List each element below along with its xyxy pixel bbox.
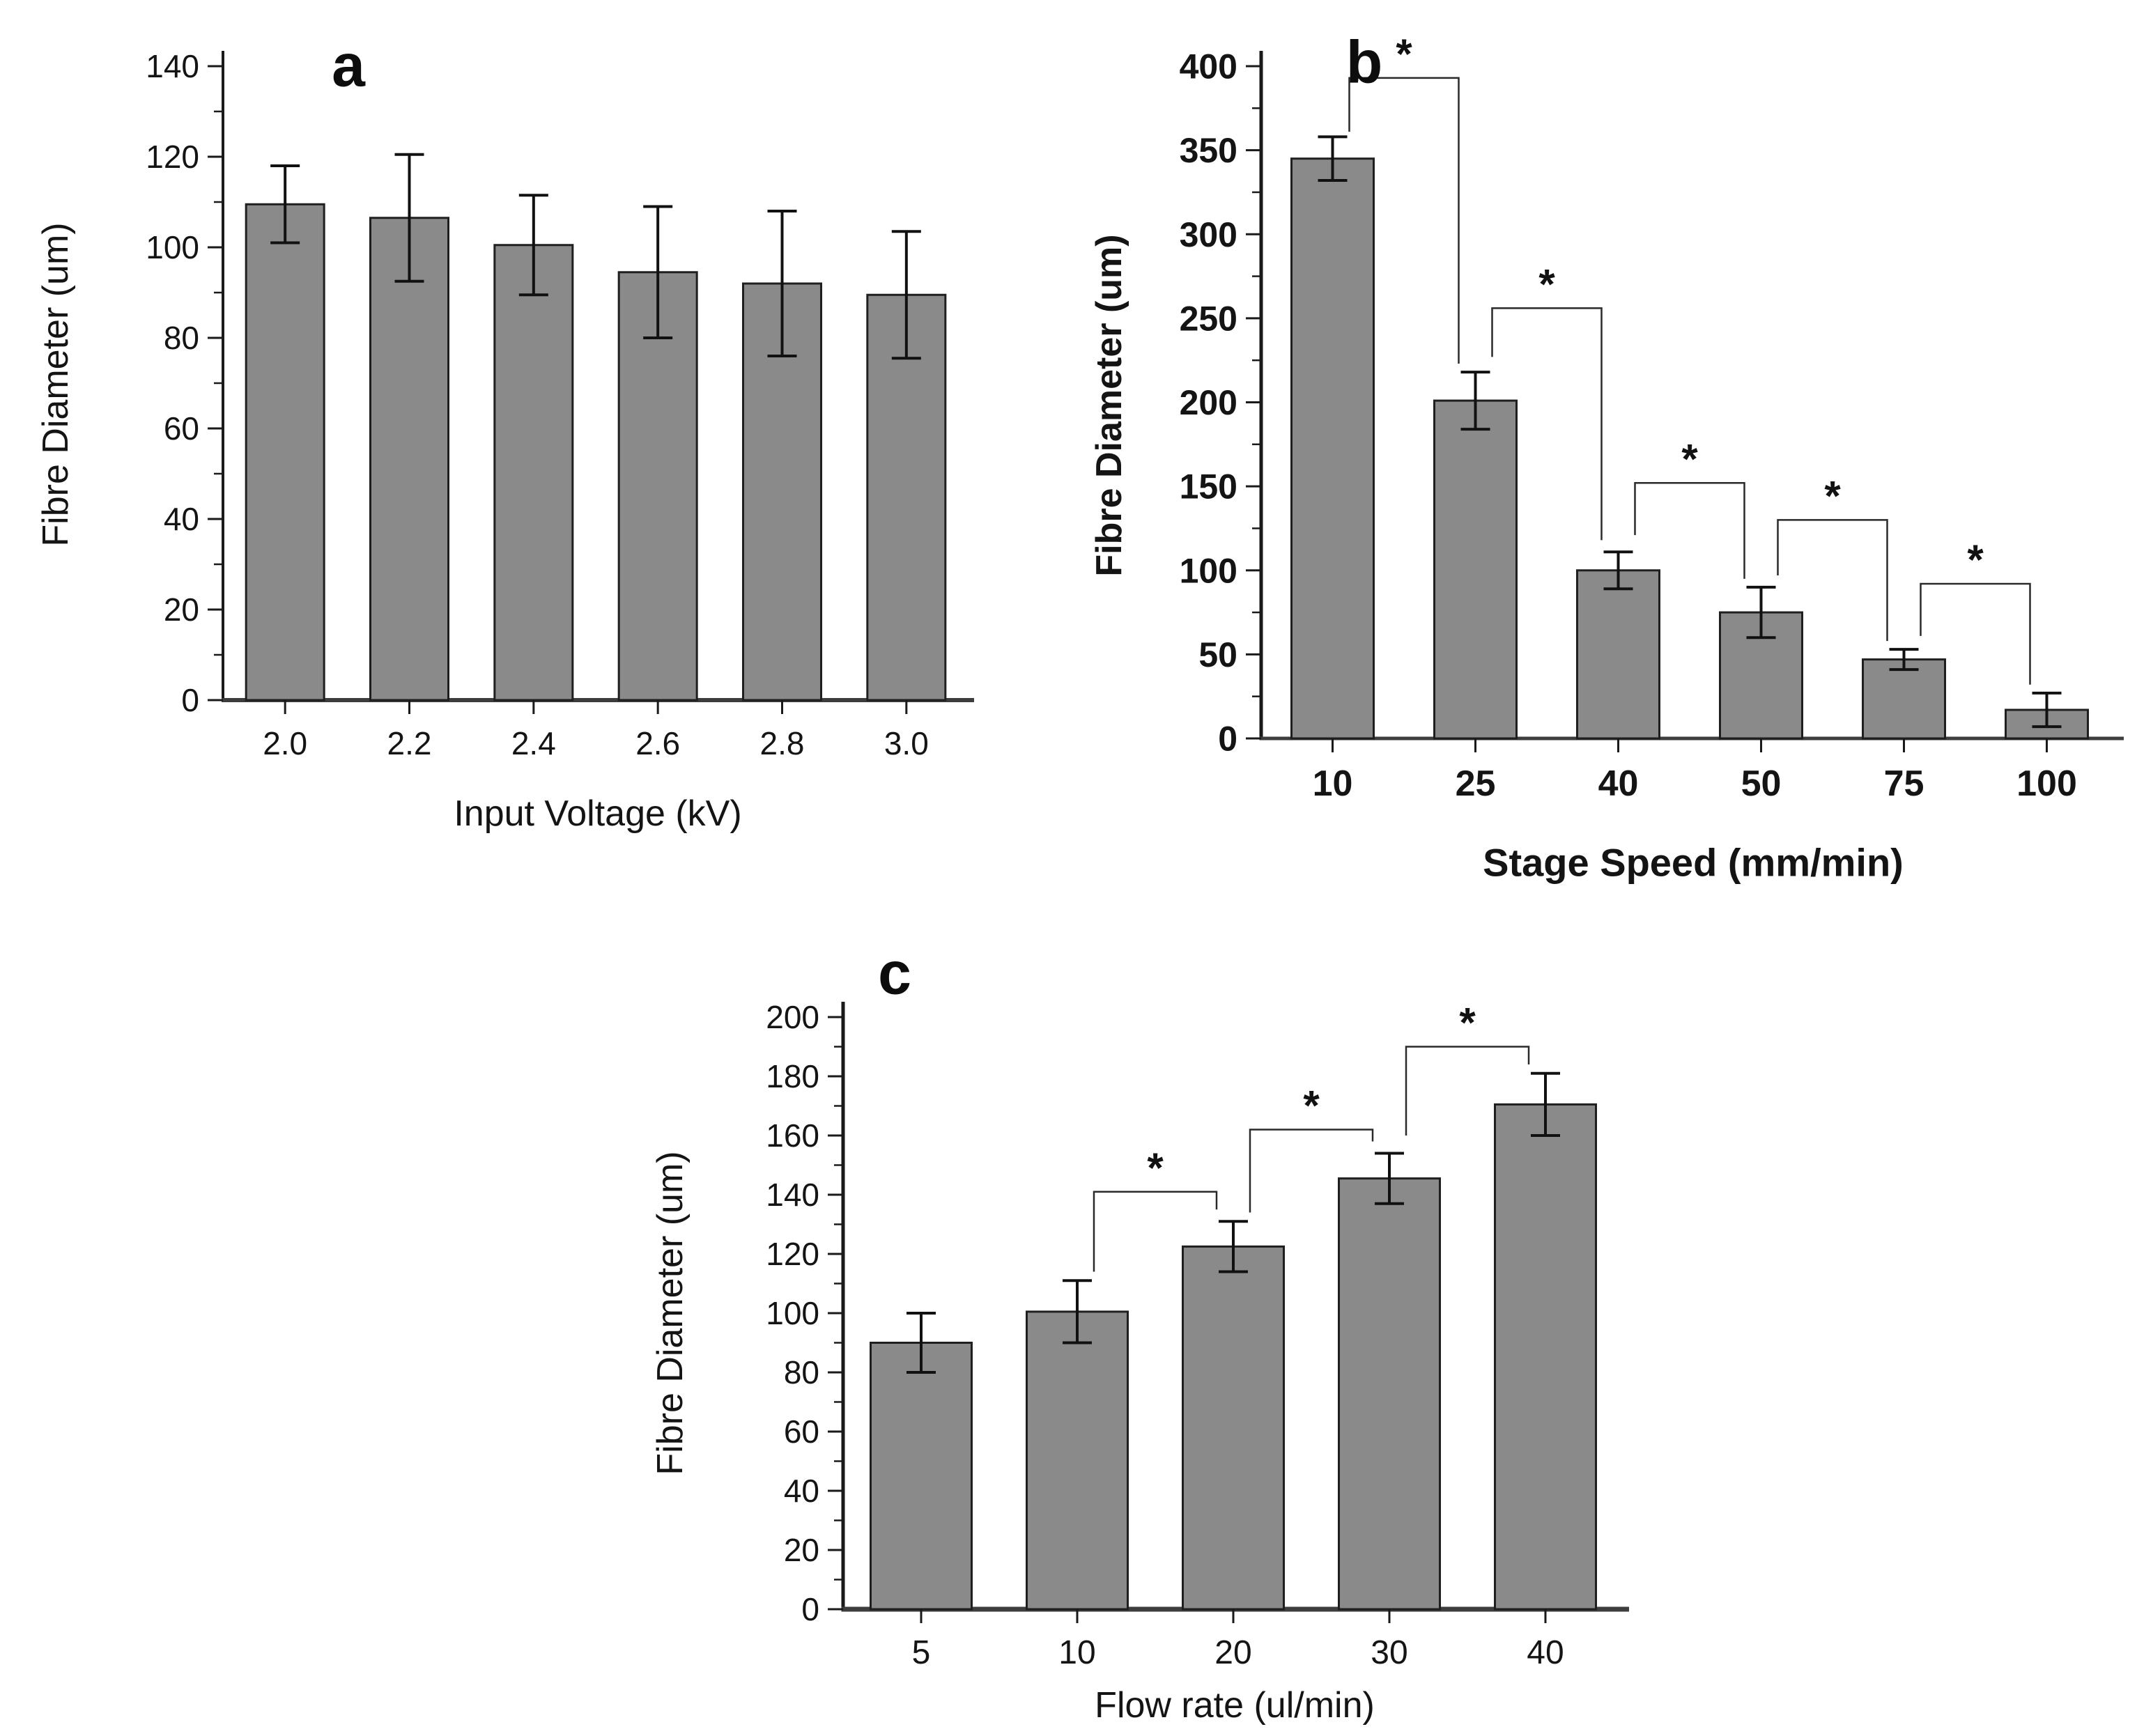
y-tick-label: 400 xyxy=(1180,47,1237,86)
y-tick-label: 80 xyxy=(164,320,199,356)
significance-bracket xyxy=(1405,1046,1530,1136)
y-tick-label: 120 xyxy=(146,139,199,175)
x-tick-label: 10 xyxy=(1313,764,1353,804)
x-tick-label: 75 xyxy=(1884,764,1924,804)
chart-c-x-axis-title: Flow rate (ul/min) xyxy=(1095,1685,1375,1726)
chart-b: 0 50 100 150 200 250 300 350 400 10 25 40 50 75 100 * * *… xyxy=(1180,31,2124,804)
x-tick-label: 3.0 xyxy=(884,725,929,761)
y-tick-label: 20 xyxy=(784,1532,819,1568)
significance-bracket xyxy=(1348,77,1460,364)
y-tick-label: 150 xyxy=(1180,467,1237,506)
significance-star: * xyxy=(1147,1145,1164,1191)
y-tick-label: 0 xyxy=(181,682,199,718)
y-tick-label: 160 xyxy=(766,1117,819,1154)
significance-star: * xyxy=(1824,472,1841,519)
panel-letter-b: b xyxy=(1345,29,1383,96)
bar xyxy=(1026,1310,1129,1611)
y-tick-label: 250 xyxy=(1180,299,1237,338)
bar xyxy=(245,203,325,702)
chart-a: 0 20 40 60 80 100 120 140 2.0 2.2 2.4 2.6 2.8 3.0 xyxy=(146,48,974,761)
bar xyxy=(1182,1245,1285,1611)
x-tick-label: 30 xyxy=(1371,1634,1407,1671)
x-tick-label: 40 xyxy=(1598,764,1639,804)
bar xyxy=(1862,658,1946,740)
x-tick-label: 40 xyxy=(1527,1634,1564,1671)
panel-letter-c: c xyxy=(878,940,911,1007)
y-tick-label: 40 xyxy=(164,501,199,537)
chart-a-x-axis-title: Input Voltage (kV) xyxy=(454,793,742,834)
significance-star: * xyxy=(1967,536,1984,583)
y-tick-label: 40 xyxy=(784,1473,819,1509)
x-tick-label: 2.2 xyxy=(387,725,432,761)
x-tick-label: 10 xyxy=(1058,1634,1095,1671)
bar xyxy=(369,217,449,702)
significance-bracket xyxy=(1491,307,1603,541)
significance-star: * xyxy=(1681,435,1698,482)
bar xyxy=(617,271,698,702)
x-tick-label: 100 xyxy=(2016,764,2077,804)
x-tick-label: 20 xyxy=(1214,1634,1251,1671)
significance-bracket xyxy=(1093,1191,1218,1272)
y-tick-label: 60 xyxy=(164,410,199,447)
significance-bracket xyxy=(1249,1129,1374,1213)
bar xyxy=(493,244,574,702)
chart-b-x-axis-title: Stage Speed (mm/min) xyxy=(1483,840,1904,885)
bar xyxy=(1494,1103,1597,1611)
significance-star: * xyxy=(1396,31,1412,77)
x-tick-label: 50 xyxy=(1741,764,1782,804)
significance-bracket xyxy=(1777,519,1888,642)
y-tick-label: 60 xyxy=(784,1413,819,1450)
x-tick-label: 2.4 xyxy=(511,725,556,761)
significance-bracket xyxy=(1920,582,2031,685)
bar xyxy=(1338,1177,1441,1611)
y-tick-label: 20 xyxy=(164,591,199,628)
y-tick-label: 200 xyxy=(1180,383,1237,422)
y-tick-label: 0 xyxy=(801,1591,819,1627)
bar xyxy=(870,1342,973,1611)
significance-star: * xyxy=(1459,1000,1476,1046)
panel-letter-a: a xyxy=(332,32,365,100)
bar xyxy=(866,293,947,702)
y-tick-label: 80 xyxy=(784,1354,819,1390)
bar xyxy=(1576,569,1660,740)
y-tick-label: 120 xyxy=(766,1236,819,1272)
y-tick-label: 0 xyxy=(1218,720,1237,759)
y-tick-label: 100 xyxy=(1180,551,1237,590)
x-tick-label: 2.8 xyxy=(760,725,805,761)
x-tick-label: 2.6 xyxy=(635,725,680,761)
chart-c-y-axis-title: Fibre Diameter (um) xyxy=(650,1151,691,1475)
y-tick-label: 140 xyxy=(766,1177,819,1213)
y-tick-label: 100 xyxy=(146,229,199,265)
significance-bracket xyxy=(1634,482,1745,579)
y-tick-label: 140 xyxy=(146,48,199,84)
significance-star: * xyxy=(1303,1083,1320,1129)
y-tick-label: 350 xyxy=(1180,131,1237,170)
x-tick-label: 5 xyxy=(912,1634,931,1671)
chart-c: 0 20 40 60 80 100 120 140 160 180 200 5 10 20 30 40 * * * xyxy=(766,999,1629,1671)
x-tick-label: 25 xyxy=(1456,764,1496,804)
y-tick-label: 200 xyxy=(766,999,819,1035)
y-tick-label: 100 xyxy=(766,1295,819,1331)
chart-b-y-axis-title: Fibre Diameter (um) xyxy=(1089,234,1129,577)
y-tick-label: 300 xyxy=(1180,215,1237,254)
bar xyxy=(1290,157,1375,740)
x-tick-label: 2.0 xyxy=(263,725,307,761)
y-tick-label: 50 xyxy=(1198,635,1237,674)
significance-star: * xyxy=(1538,261,1555,307)
bar xyxy=(1433,399,1518,740)
chart-a-y-axis-title: Fibre Diameter (um) xyxy=(36,222,76,547)
y-tick-label: 180 xyxy=(766,1058,819,1094)
